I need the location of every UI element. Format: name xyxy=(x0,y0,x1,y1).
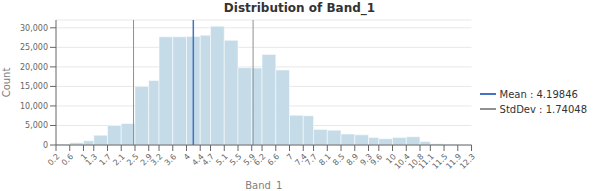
svg-text:4.7: 4.7 xyxy=(201,152,216,167)
svg-text:3.2: 3.2 xyxy=(149,152,164,167)
svg-text:5.5: 5.5 xyxy=(228,152,243,167)
svg-text:6.6: 6.6 xyxy=(266,152,281,167)
svg-text:25,000: 25,000 xyxy=(20,43,48,52)
html-text:StdDev : 1.74048: StdDev : 1.74048 xyxy=(499,103,587,115)
svg-text:8.1: 8.1 xyxy=(317,152,332,167)
svg-text:0: 0 xyxy=(43,141,48,150)
svg-text:9.6: 9.6 xyxy=(369,152,384,167)
svg-text:6.2: 6.2 xyxy=(252,152,267,167)
svg-text:7: 7 xyxy=(285,152,295,162)
svg-text:10,000: 10,000 xyxy=(20,102,48,111)
svg-text:9.3: 9.3 xyxy=(358,152,374,168)
svg-text:5.1: 5.1 xyxy=(214,152,229,167)
svg-text:2.5: 2.5 xyxy=(125,152,140,167)
svg-text:1.7: 1.7 xyxy=(98,152,113,167)
svg-text:11.5: 11.5 xyxy=(430,152,450,171)
svg-text:8.5: 8.5 xyxy=(331,152,346,167)
svg-text:10: 10 xyxy=(384,152,398,166)
html-text:Mean : 4.19846: Mean : 4.19846 xyxy=(499,88,578,100)
svg-text:0.2: 0.2 xyxy=(46,152,61,167)
svg-text:8.9: 8.9 xyxy=(345,152,360,167)
svg-text:2.9: 2.9 xyxy=(138,152,155,168)
svg-text:12.3: 12.3 xyxy=(458,152,477,171)
svg-text:4.4: 4.4 xyxy=(190,152,206,168)
svg-text:Band_1: Band_1 xyxy=(245,180,282,191)
html-text:Distribution of Band_1: Distribution of Band_1 xyxy=(223,1,376,15)
svg-text:11.1: 11.1 xyxy=(416,152,436,171)
svg-text:15,000: 15,000 xyxy=(20,82,48,91)
svg-text:10.4: 10.4 xyxy=(392,152,412,171)
svg-text:7.7: 7.7 xyxy=(304,152,319,167)
svg-text:4: 4 xyxy=(182,152,192,162)
svg-text:30,000: 30,000 xyxy=(20,24,48,33)
svg-text:3.6: 3.6 xyxy=(163,152,178,167)
svg-text:7.4: 7.4 xyxy=(293,152,309,168)
svg-text:5,000: 5,000 xyxy=(25,121,48,130)
svg-text:0.6: 0.6 xyxy=(60,152,75,167)
svg-text:11.9: 11.9 xyxy=(444,152,464,171)
svg-text:1.3: 1.3 xyxy=(84,152,99,167)
svg-text:2.1: 2.1 xyxy=(111,152,126,167)
svg-text:10.8: 10.8 xyxy=(406,152,426,171)
svg-text:1: 1 xyxy=(78,152,89,162)
svg-text:5.9: 5.9 xyxy=(241,152,258,168)
svg-text:Count: Count xyxy=(8,68,12,98)
svg-text:20,000: 20,000 xyxy=(20,63,48,72)
